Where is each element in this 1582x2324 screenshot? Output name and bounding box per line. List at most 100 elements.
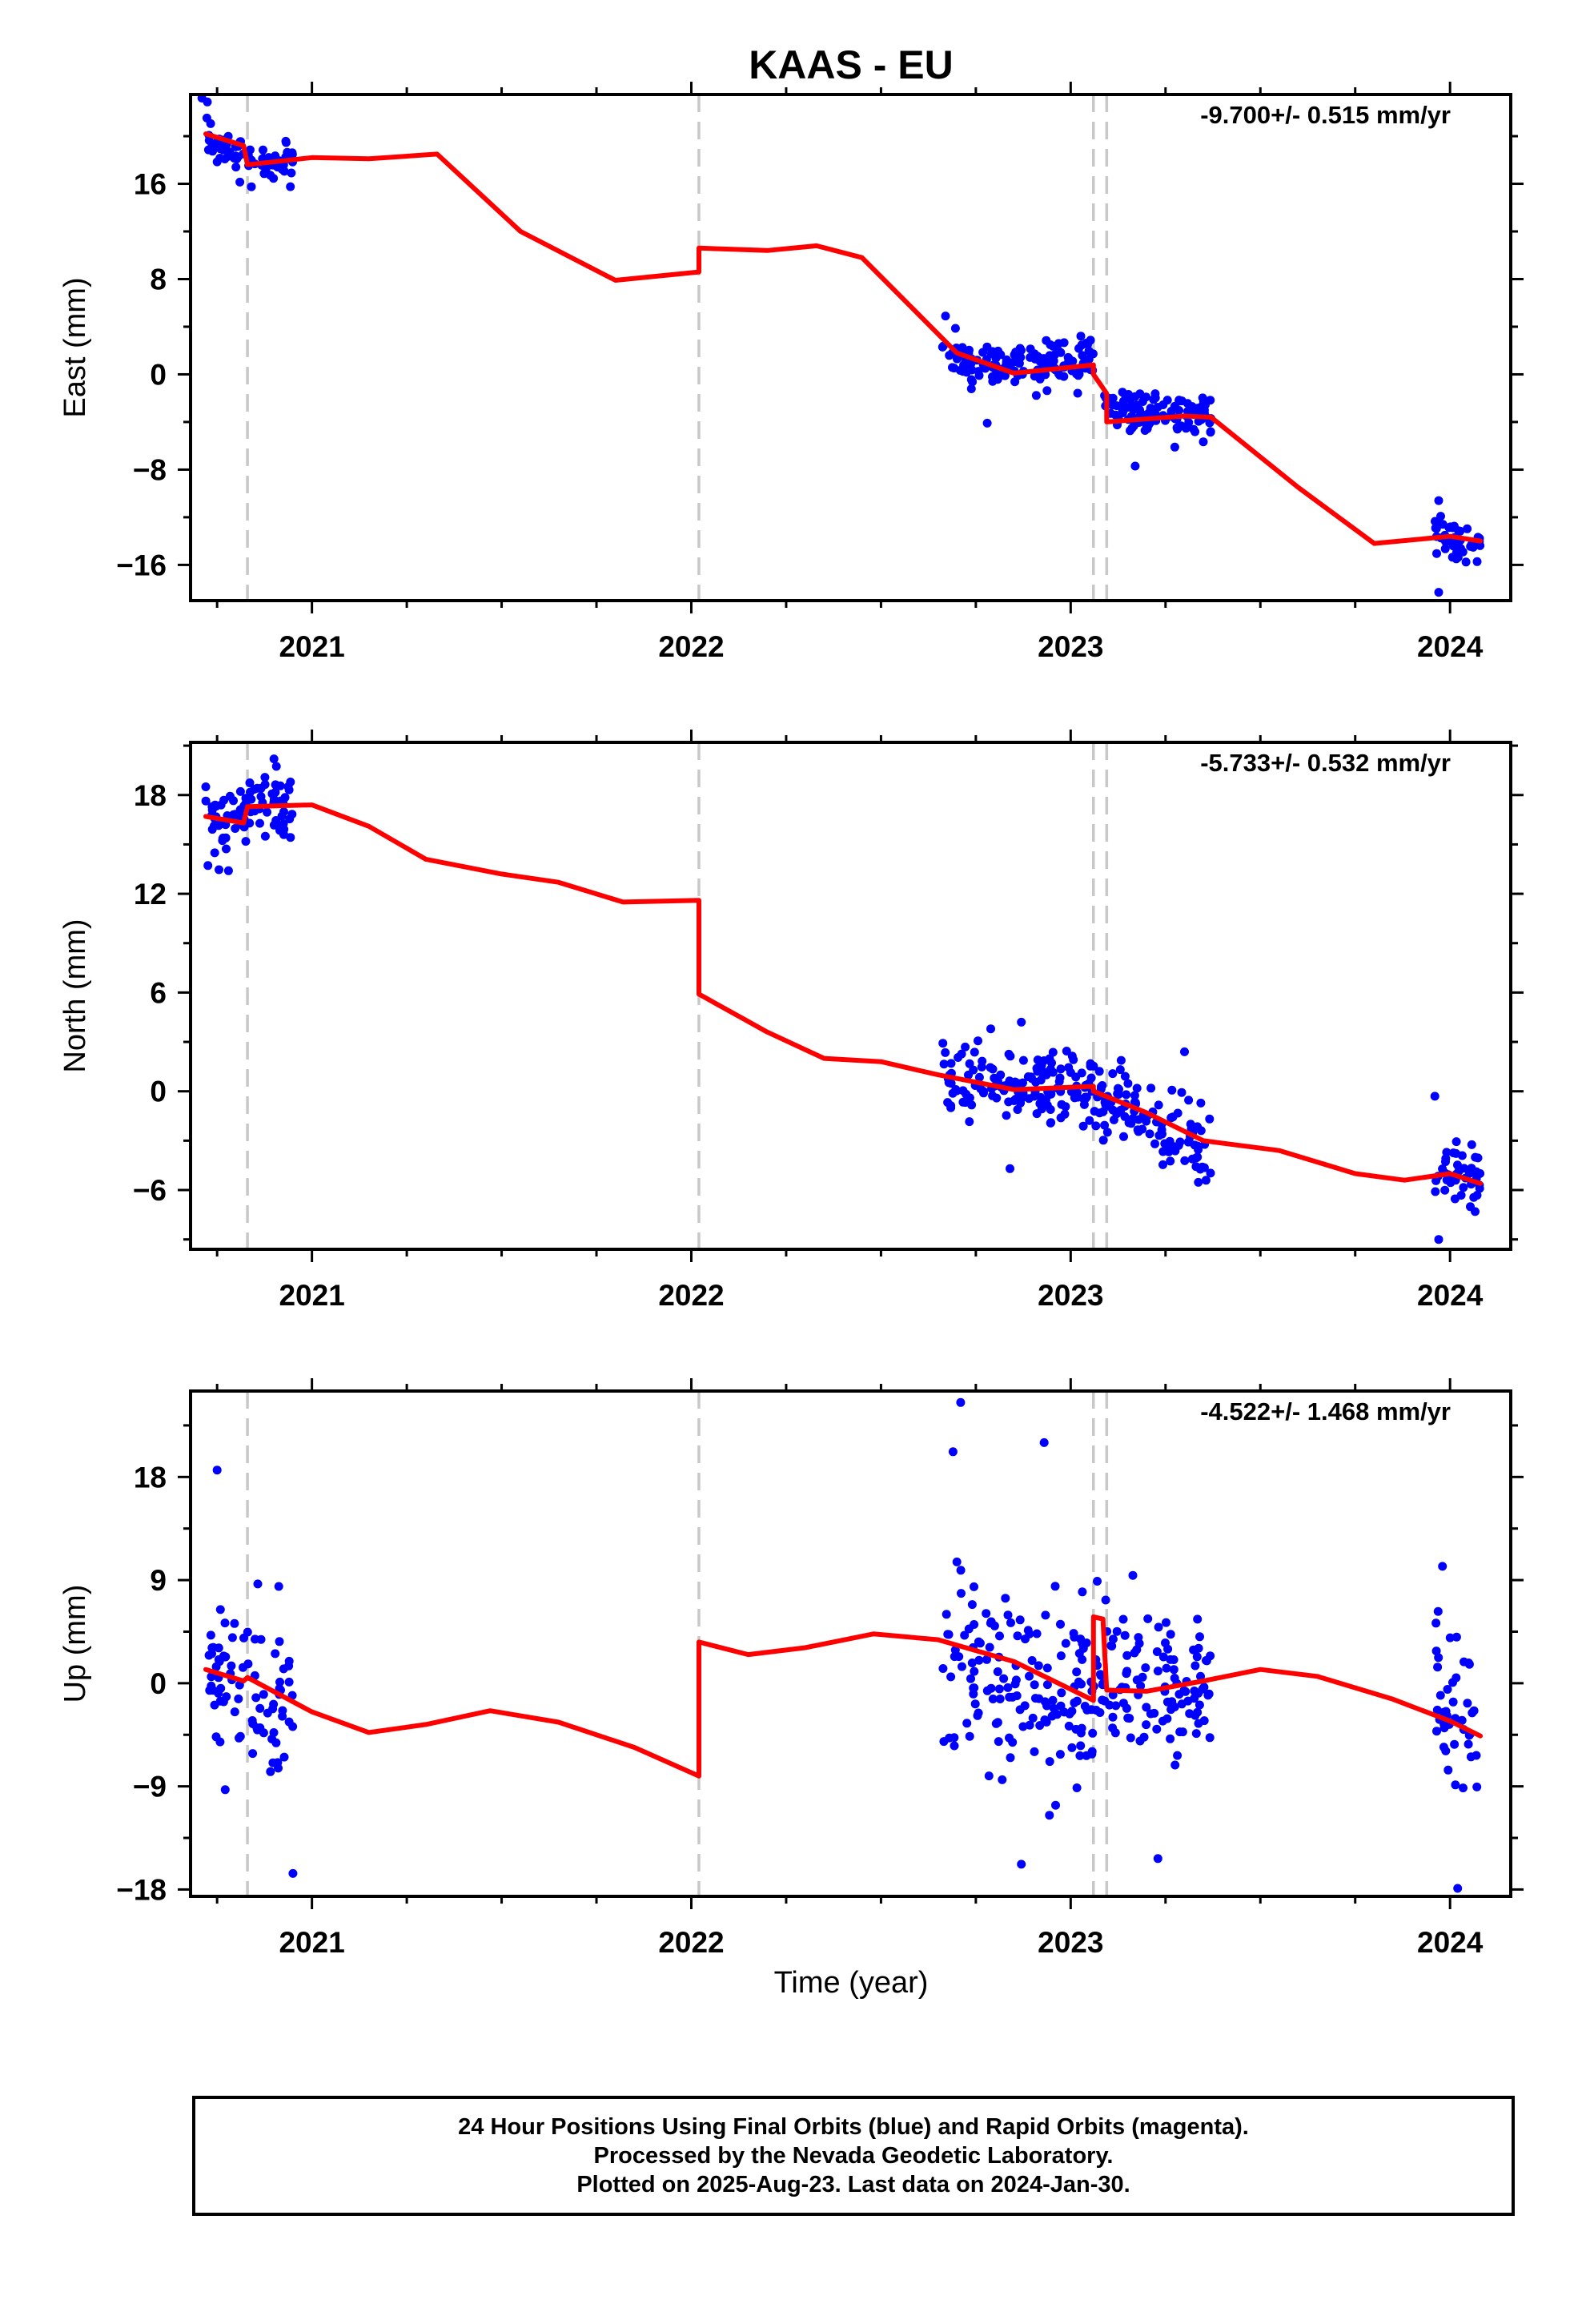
data-point — [287, 150, 297, 159]
data-point — [1466, 1752, 1476, 1762]
data-point — [1119, 1132, 1128, 1141]
plot-frame — [189, 741, 1512, 1251]
data-point — [982, 418, 992, 428]
data-point — [1128, 1570, 1138, 1580]
data-point — [964, 1070, 973, 1080]
data-point — [255, 818, 264, 828]
data-point — [1160, 1139, 1170, 1148]
data-point — [1174, 1140, 1183, 1150]
data-point — [229, 810, 238, 819]
x-tick-label: 2024 — [1417, 1279, 1484, 1312]
data-point — [979, 1087, 988, 1096]
data-point — [1032, 1629, 1042, 1638]
data-point — [966, 1674, 975, 1683]
data-point — [1123, 1079, 1133, 1088]
data-point — [274, 1582, 283, 1591]
data-point — [1169, 1655, 1178, 1664]
data-point — [1434, 1235, 1443, 1244]
data-point — [1173, 424, 1182, 434]
data-point — [1450, 1739, 1460, 1749]
data-point — [235, 1733, 243, 1743]
data-point — [1195, 1632, 1204, 1642]
data-point — [1042, 386, 1052, 396]
data-point — [994, 1737, 1003, 1747]
data-point — [1193, 1614, 1203, 1624]
data-point — [1472, 1782, 1482, 1791]
data-point — [992, 1093, 1002, 1103]
data-point — [259, 145, 267, 155]
data-point — [1146, 1084, 1156, 1093]
data-point — [998, 1775, 1007, 1784]
data-point — [1078, 351, 1087, 360]
data-point — [1453, 1884, 1463, 1893]
data-point — [1025, 1720, 1034, 1730]
y-tick-label: 18 — [134, 1461, 167, 1494]
data-point — [260, 773, 270, 782]
data-point — [279, 1664, 288, 1674]
data-point — [1107, 1642, 1117, 1651]
data-point — [1070, 1093, 1079, 1103]
data-point — [1048, 1068, 1058, 1077]
data-point — [1199, 397, 1208, 407]
data-point — [1056, 1619, 1065, 1629]
data-point — [1057, 1100, 1066, 1109]
data-point — [1434, 588, 1443, 597]
data-point — [1202, 1656, 1211, 1666]
data-point — [973, 1711, 982, 1720]
data-point — [1046, 1118, 1055, 1128]
data-point — [1196, 1671, 1205, 1681]
data-point — [1162, 396, 1172, 405]
data-point — [1183, 1137, 1193, 1147]
data-point — [1067, 1051, 1077, 1061]
panels-group: 2021 2022 2023 2024 −16 −8 0 8 16 East (mm) -9.700… — [58, 82, 1524, 1959]
data-point — [1134, 1127, 1143, 1136]
data-point — [1432, 1727, 1441, 1736]
data-point — [1030, 349, 1039, 359]
data-point — [266, 1767, 275, 1776]
data-point — [1187, 402, 1197, 412]
data-point — [1012, 1691, 1022, 1700]
data-point — [958, 1662, 966, 1671]
data-point — [1115, 1065, 1125, 1075]
x-tick-label: 2021 — [279, 630, 344, 663]
data-point — [957, 1049, 966, 1059]
data-point — [1040, 1715, 1050, 1725]
data-point — [1464, 1659, 1474, 1669]
data-point — [268, 1758, 278, 1767]
data-point — [1138, 1672, 1147, 1682]
data-point — [1191, 1729, 1201, 1739]
data-point — [1054, 339, 1063, 348]
data-point — [1443, 1765, 1453, 1775]
data-point — [1170, 1674, 1179, 1683]
data-point — [1033, 1067, 1042, 1076]
data-point — [977, 1062, 986, 1072]
data-point — [1003, 1610, 1013, 1620]
data-point — [1163, 1644, 1173, 1654]
data-point — [1461, 557, 1471, 567]
data-point — [1448, 1697, 1458, 1707]
data-point — [1430, 1092, 1439, 1101]
data-point — [1142, 1720, 1151, 1730]
data-point — [1162, 1663, 1171, 1673]
data-point — [1440, 1185, 1450, 1195]
data-point — [279, 1752, 289, 1762]
data-point — [1467, 1140, 1476, 1149]
data-point — [267, 1735, 277, 1743]
data-point — [1056, 1064, 1066, 1074]
data-point — [1112, 401, 1122, 411]
data-point — [970, 1699, 980, 1709]
data-point — [1431, 524, 1441, 533]
y-axis-title: East (mm) — [58, 277, 92, 417]
data-point — [206, 1630, 215, 1640]
data-point — [1090, 1107, 1099, 1116]
y-tick-label: −9 — [133, 1771, 167, 1803]
data-point — [1006, 1051, 1015, 1061]
data-point — [1445, 1633, 1455, 1642]
data-point — [1199, 437, 1208, 447]
y-axis-title: Up (mm) — [58, 1585, 92, 1703]
data-point — [1438, 1562, 1447, 1571]
data-point — [1112, 1626, 1122, 1636]
data-point — [235, 786, 245, 796]
data-point — [205, 1686, 215, 1695]
panel-2: 2021 2022 2023 2024 −6 0 6 12 18 North (mm) -5.733… — [58, 730, 1524, 1312]
